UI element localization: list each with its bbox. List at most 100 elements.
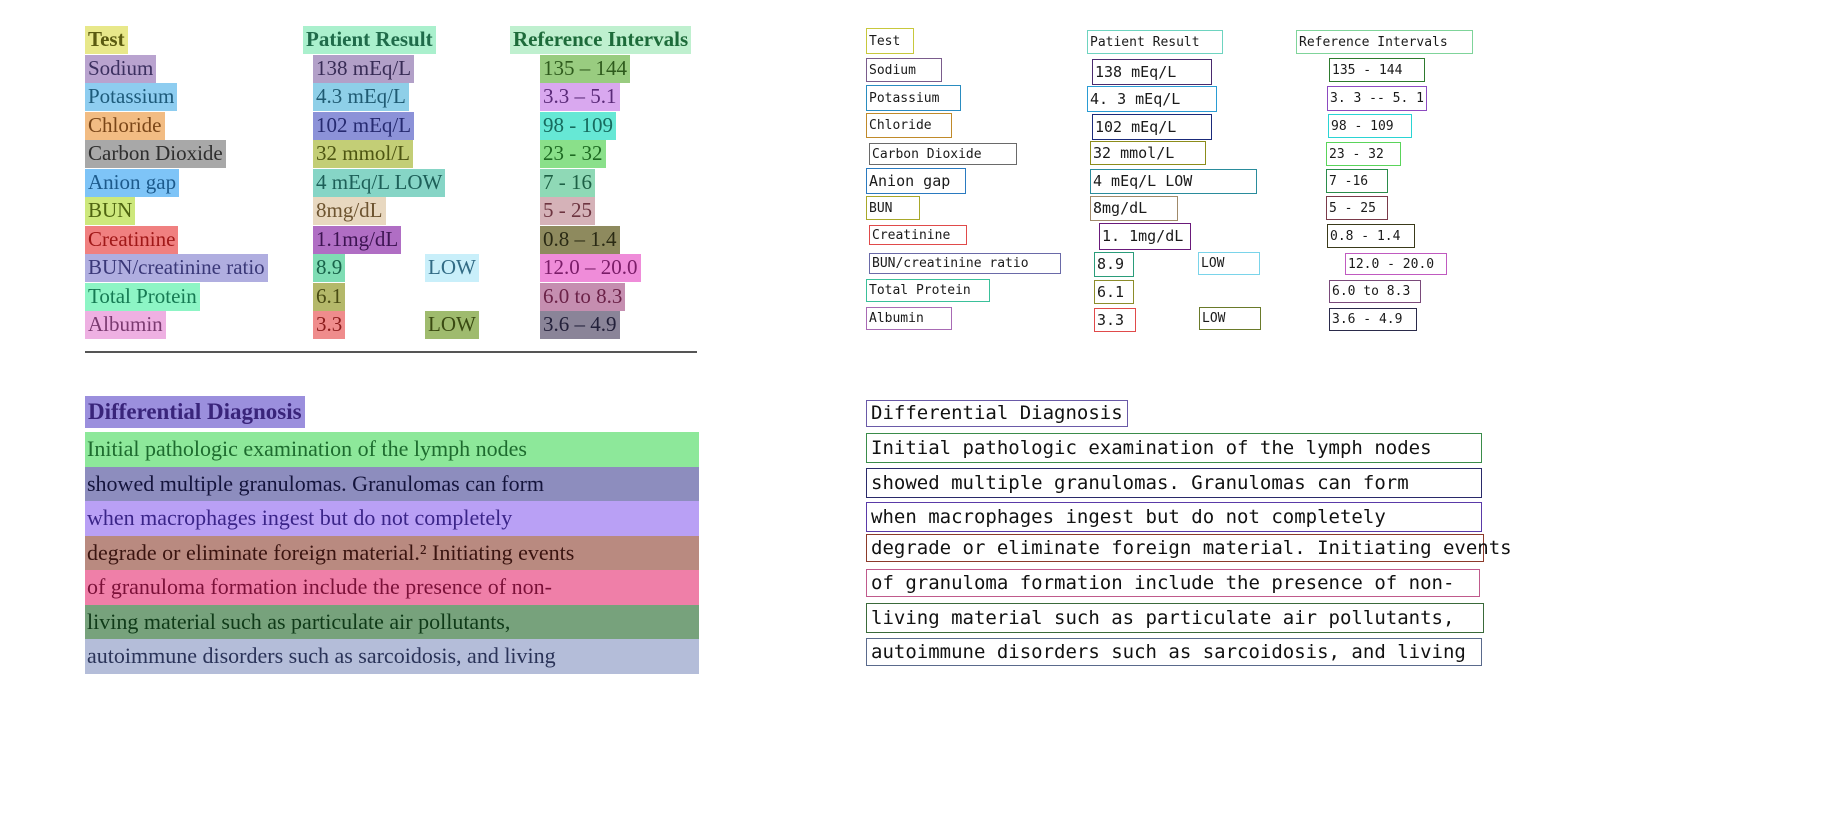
lab-test-name: Potassium [85,83,178,111]
table-row: BUN 8mg/dL 5 - 25 [85,197,710,226]
ocr-detection-box[interactable]: Albumin [866,307,952,330]
lab-reference-interval: 5 - 25 [540,197,595,225]
differential-diagnosis-section: Differential Diagnosis Initial pathologi… [85,396,699,674]
lab-test-name: Carbon Dioxide [85,140,226,168]
diagnosis-text-line: living material such as particulate air … [85,604,699,639]
ocr-detection-box[interactable]: 32 mmol/L [1090,141,1206,165]
ocr-detection-box[interactable]: 8mg/dL [1090,196,1178,221]
ocr-detection-box[interactable]: 135 - 144 [1329,58,1425,82]
lab-reference-interval: 3.3 – 5.1 [540,83,620,111]
lab-patient-result: 3.3 [313,311,346,339]
diagnosis-line-text: of granuloma formation include the prese… [87,574,552,599]
ocr-detection-box[interactable]: Patient Result [1087,30,1223,54]
ocr-detection-box[interactable]: 3.6 - 4.9 [1329,308,1417,331]
ocr-detection-box[interactable]: Differential Diagnosis [866,400,1128,427]
ocr-detection-box[interactable]: 8.9 [1094,252,1134,277]
ocr-detection-box[interactable]: BUN [866,196,920,220]
ocr-detection-box[interactable]: 5 - 25 [1326,196,1388,220]
lab-reference-interval: 0.8 – 1.4 [540,225,620,254]
lab-test-name: Creatinine [85,225,179,254]
ocr-detection-box[interactable]: 6.0 to 8.3 [1329,280,1421,303]
lab-test-name: Albumin [85,311,166,339]
ocr-detection-box[interactable]: Anion gap [866,168,966,194]
ocr-detection-box[interactable]: Initial pathologic examination of the ly… [866,433,1482,463]
ocr-detection-box[interactable]: 1. 1mg/dL [1099,223,1191,250]
ocr-detection-box[interactable]: Chloride [866,113,952,138]
lab-test-name: BUN/creatinine ratio [85,254,268,282]
lab-results-table: Test Patient Result Reference Intervals … [85,26,710,340]
diagnosis-line-text: living material such as particulate air … [87,608,511,634]
ocr-detection-box[interactable]: 6.1 [1094,280,1134,304]
ocr-detection-box[interactable]: Creatinine [869,225,967,245]
table-row: Sodium 138 mEq/L 135 – 144 [85,54,710,84]
diagnosis-text-line: of granuloma formation include the prese… [85,570,699,605]
ocr-detection-box[interactable]: 98 - 109 [1328,114,1412,138]
lab-patient-result: 8.9 [313,254,346,282]
diagnosis-text-line: when macrophages ingest but do not compl… [85,501,699,536]
lab-test-name: Anion gap [85,168,180,197]
table-row: Carbon Dioxide 32 mmol/L 23 - 32 [85,140,710,169]
lab-reference-interval: 12.0 – 20.0 [540,254,641,282]
diagnosis-text-line: Initial pathologic examination of the ly… [85,432,699,467]
lab-reference-interval: 6.0 to 8.3 [540,282,626,311]
lab-patient-result: 8mg/dL [313,197,386,225]
table-body: Sodium 138 mEq/L 135 – 144 Potassium 4.3 mEq… [85,54,710,340]
lab-patient-result: 4 mEq/L LOW [313,168,446,197]
ocr-detection-box[interactable]: living material such as particulate air … [866,603,1484,633]
lab-patient-result: 32 mmol/L [313,140,413,168]
column-header-test: Test [85,26,128,54]
ocr-detection-box[interactable]: Potassium [866,85,961,111]
ocr-detection-box[interactable]: 3. 3 -- 5. 1 [1327,86,1427,111]
diagnosis-line-text: showed multiple granulomas. Granulomas c… [87,470,545,496]
lab-test-name: Chloride [85,111,165,140]
ocr-detection-box[interactable]: LOW [1198,252,1260,275]
lab-reference-interval: 7 - 16 [540,168,595,197]
ocr-detection-box[interactable]: autoimmune disorders such as sarcoidosis… [866,638,1482,666]
ocr-overlay-panel: Test Patient Result Reference Intervals Sod… [820,0,1840,823]
ocr-detection-box[interactable]: 7 -16 [1326,169,1388,193]
column-header-patient-result: Patient Result [303,26,436,54]
ocr-detection-box[interactable]: 23 - 32 [1326,142,1401,166]
ocr-detection-box[interactable]: Sodium [866,58,942,82]
ocr-detection-box[interactable]: 0.8 - 1.4 [1327,224,1415,248]
ocr-detection-box[interactable]: 102 mEq/L [1092,114,1212,140]
ocr-detection-box[interactable]: 4. 3 mEq/L [1087,86,1217,112]
ocr-detection-box[interactable]: Reference Intervals [1296,30,1473,54]
lab-patient-result: 102 mEq/L [313,111,415,140]
horizontal-divider [85,351,697,353]
diagnosis-line-text: autoimmune disorders such as sarcoidosis… [87,643,556,668]
ocr-detection-box[interactable]: Carbon Dioxide [869,143,1017,165]
lab-flag-badge: LOW [425,311,479,339]
ocr-detection-box[interactable]: Test [866,28,914,54]
ocr-detection-box[interactable]: showed multiple granulomas. Granulomas c… [866,468,1482,498]
diagnosis-text-line: showed multiple granulomas. Granulomas c… [85,466,699,501]
table-row: BUN/creatinine ratio 8.9 LOW 12.0 – 20.0 [85,254,710,283]
lab-patient-result: 1.1mg/dL [313,225,402,254]
ocr-detection-box[interactable]: 12.0 - 20.0 [1345,253,1447,275]
lab-test-name: Sodium [85,54,157,83]
ocr-detection-box[interactable]: LOW [1199,307,1261,330]
table-header-row: Test Patient Result Reference Intervals [85,26,710,55]
ocr-detection-box[interactable]: degrade or eliminate foreign material. I… [866,534,1512,562]
ocr-detection-box[interactable]: BUN/creatinine ratio [869,253,1061,274]
differential-diagnosis-body: Initial pathologic examination of the ly… [85,432,699,674]
lab-reference-interval: 135 – 144 [540,54,630,83]
table-row: Chloride 102 mEq/L 98 - 109 [85,111,710,141]
ocr-detection-box[interactable]: 4 mEq/L LOW [1090,169,1257,194]
ocr-detection-box[interactable]: of granuloma formation include the prese… [866,569,1480,597]
lab-reference-interval: 23 - 32 [540,140,606,168]
lab-patient-result: 138 mEq/L [313,54,415,83]
diagnosis-line-text: Initial pathologic examination of the ly… [87,436,527,461]
ocr-detection-box[interactable]: 3.3 [1094,308,1136,332]
ocr-detection-box[interactable]: Total Protein [866,279,990,302]
lab-patient-result: 4.3 mEq/L [313,83,409,111]
ocr-detection-canvas: Test Patient Result Reference Intervals Sod… [820,0,1840,823]
ocr-detection-box[interactable]: 138 mEq/L [1092,59,1212,85]
ocr-detection-box[interactable]: when macrophages ingest but do not compl… [866,502,1482,532]
table-row: Creatinine 1.1mg/dL 0.8 – 1.4 [85,225,710,255]
lab-patient-result: 6.1 [313,282,346,311]
column-header-reference-intervals: Reference Intervals [510,26,692,54]
table-row: Anion gap 4 mEq/L LOW 7 - 16 [85,168,710,198]
diagnosis-text-line: autoimmune disorders such as sarcoidosis… [85,639,699,674]
lab-flag-badge: LOW [425,254,479,282]
